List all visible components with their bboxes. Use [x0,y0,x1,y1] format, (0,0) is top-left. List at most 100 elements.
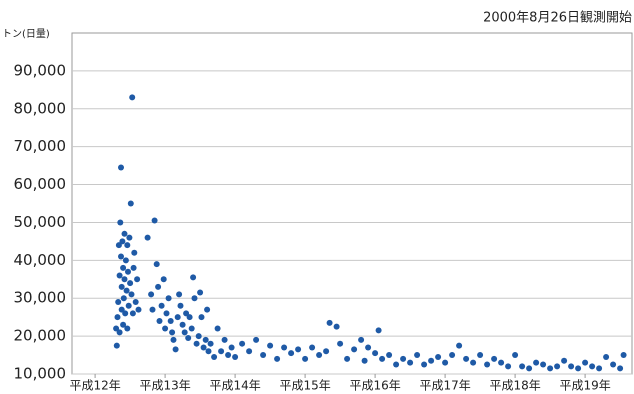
data-point [122,257,129,264]
data-point [267,342,274,349]
data-point [316,352,323,359]
chart-title: 2000年8月26日観測開始 [483,11,632,26]
plot-frame [71,32,633,375]
data-point [228,344,235,351]
data-point [115,242,122,249]
data-point [118,164,124,171]
data-point [477,352,484,359]
data-point [122,310,129,317]
data-point [512,352,519,359]
y-tick-label: 40,000 [14,251,67,269]
data-point [188,325,195,332]
data-point [337,340,344,347]
data-point [561,357,568,364]
data-point [547,365,554,372]
data-point [274,355,281,362]
data-point [163,310,170,317]
data-point [449,352,456,359]
data-point [358,336,365,343]
data-point [393,361,400,368]
data-point [124,242,131,249]
data-point [121,230,128,237]
data-point [281,344,288,351]
data-point [379,355,386,362]
data-point [207,340,214,347]
y-tick-label: 80,000 [14,99,67,117]
data-point [125,268,131,275]
data-point [435,353,442,360]
data-point [204,306,211,313]
data-point [186,314,193,321]
data-point [540,361,547,368]
data-point [375,327,382,334]
data-point [118,253,124,260]
data-point [174,314,181,321]
data-point [193,340,200,347]
data-point [120,295,127,302]
data-point [246,348,253,355]
data-point [582,359,589,366]
data-point [491,355,498,362]
data-point [119,238,126,245]
data-point [144,234,151,241]
data-point [428,357,435,364]
data-point [526,365,533,372]
data-point [114,314,121,321]
data-point [484,361,491,368]
data-point [323,348,330,355]
data-point [167,317,174,324]
data-point [533,359,540,366]
x-tick-label: 平成17年 [419,379,470,393]
data-point [198,314,205,321]
data-point [128,291,135,298]
y-tick-label: 60,000 [14,175,67,193]
data-point [372,350,379,357]
data-point [463,355,470,362]
data-point [120,321,127,328]
data-point [191,295,198,302]
data-point [130,264,137,271]
data-point [218,348,225,355]
x-tick-label: 平成15年 [279,379,330,393]
data-point [365,344,372,351]
data-point [407,359,414,366]
data-point [288,350,295,357]
data-point [519,363,526,370]
data-point [211,353,218,360]
data-point [386,352,393,359]
data-point [160,276,167,283]
data-point [498,359,505,366]
data-point [589,363,596,370]
x-tick-label: 平成14年 [209,379,260,393]
data-point [185,335,192,342]
x-tick-label: 平成16年 [349,379,400,393]
data-point [179,321,186,328]
data-point [177,302,184,309]
y-tick-label: 20,000 [14,327,67,345]
x-tick-label: 平成18年 [489,379,540,393]
data-point [127,280,134,287]
y-tick-label: 30,000 [14,289,67,307]
data-point [351,346,358,353]
data-point [176,291,183,298]
data-point [149,306,156,313]
data-point [197,289,204,296]
data-point [124,325,131,332]
data-point [302,355,309,362]
data-point [118,283,125,290]
data-point [617,365,624,372]
data-point [116,329,123,336]
data-point [181,329,188,336]
data-point [156,317,163,324]
data-point [131,249,138,256]
data-point [603,353,610,360]
data-point [400,355,407,362]
y-tick-label: 90,000 [14,61,67,79]
data-point [421,361,428,368]
data-point [505,363,512,370]
data-point [620,352,627,359]
data-point [129,94,136,101]
data-point [195,333,202,340]
data-point [361,357,368,364]
